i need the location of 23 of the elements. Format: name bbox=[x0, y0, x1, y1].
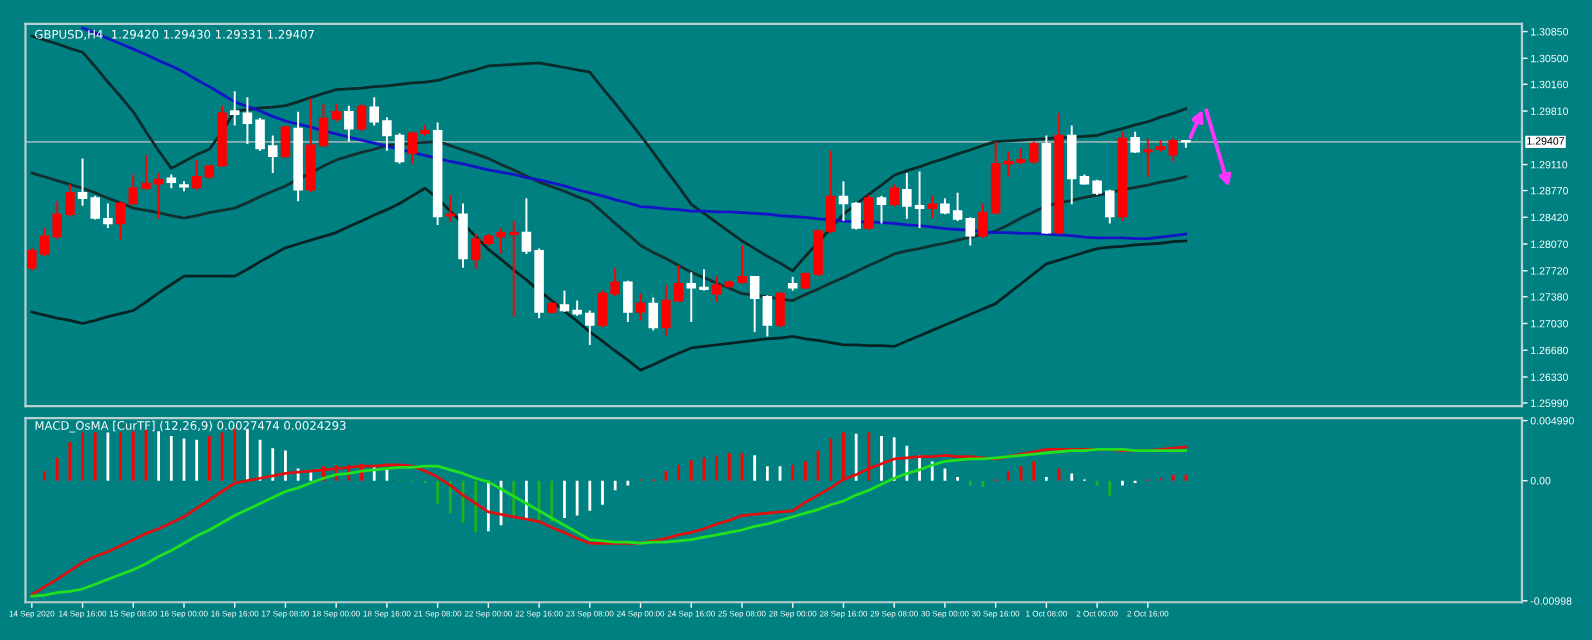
candlestick bbox=[927, 194, 938, 219]
candlestick bbox=[749, 275, 760, 333]
candlestick bbox=[356, 103, 367, 132]
candlestick bbox=[191, 158, 202, 191]
candlestick bbox=[1130, 130, 1140, 155]
line-series bbox=[30, 186, 1188, 372]
candlestick bbox=[344, 104, 354, 143]
candlestick bbox=[458, 202, 468, 269]
candlestick bbox=[864, 194, 874, 231]
candlestick bbox=[965, 216, 976, 247]
candlestick bbox=[775, 291, 785, 329]
candlestick bbox=[889, 183, 899, 208]
candlestick bbox=[470, 233, 481, 271]
candlestick bbox=[648, 296, 658, 332]
candlestick bbox=[635, 292, 646, 322]
candlestick bbox=[115, 200, 126, 241]
candlestick bbox=[280, 124, 291, 160]
candlestick bbox=[623, 279, 633, 323]
candlestick bbox=[762, 294, 773, 338]
candlestick bbox=[876, 194, 887, 225]
candlestick bbox=[229, 90, 240, 127]
candlestick bbox=[711, 275, 722, 304]
candlestick bbox=[445, 194, 456, 223]
